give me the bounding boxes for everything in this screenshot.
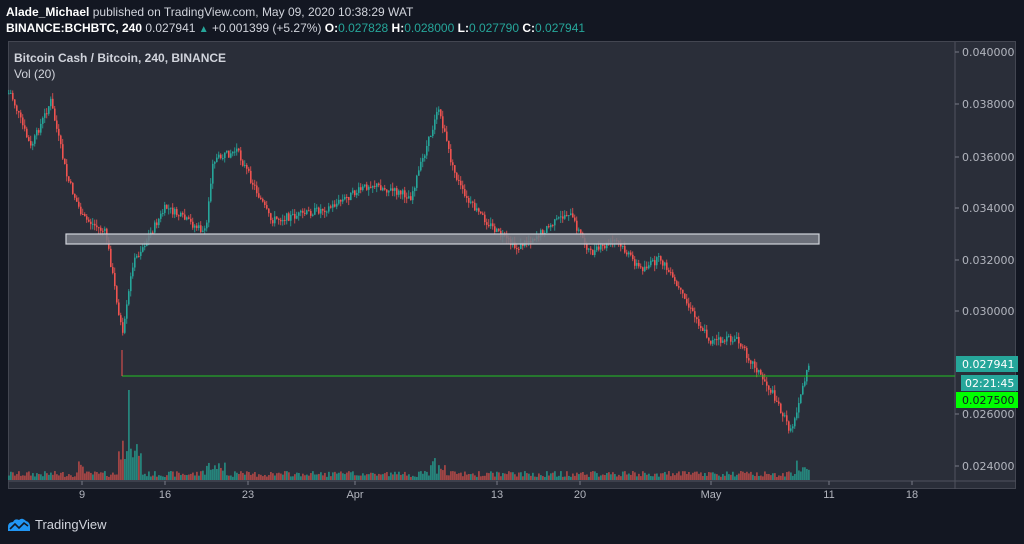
published-text: published on TradingView.com, May 09, 20… [92, 5, 414, 19]
close-label: C: [522, 21, 536, 35]
price-change: +0.001399 (+5.27%) [212, 21, 322, 35]
time-tick: 11 [823, 489, 834, 501]
time-tick: May [701, 489, 722, 501]
time-tick: 20 [574, 489, 586, 501]
low-label: L: [457, 21, 469, 35]
chart-legend: Bitcoin Cash / Bitcoin, 240, BINANCE Vol… [14, 50, 226, 82]
countdown-tag-text: 02:21:45 [965, 377, 1014, 390]
current-price-tag [956, 356, 1018, 372]
price-axis[interactable]: 0.040000 0.038000 0.036000 0.034000 0.03… [955, 46, 1015, 473]
symbol-info: BINANCE:BCHBTC, 240 0.027941 ▲ +0.001399… [6, 20, 585, 38]
level-price-tag [956, 392, 1018, 408]
price-tick: 0.034000 [962, 202, 1015, 215]
tradingview-branding[interactable]: TradingView [7, 517, 107, 532]
time-tick: 9 [79, 489, 85, 501]
price-tick: 0.026000 [962, 408, 1015, 421]
level-price-tag-text: 0.027500 [962, 394, 1015, 407]
author-name[interactable]: Alade_Michael [6, 5, 90, 19]
time-tick: Apr [346, 489, 363, 501]
time-tick: 13 [491, 489, 503, 501]
price-tick: 0.038000 [962, 98, 1015, 111]
high-value: 0.028000 [404, 21, 455, 35]
last-price: 0.027941 [145, 21, 196, 35]
price-tick: 0.040000 [962, 46, 1015, 59]
candlestick-series [8, 89, 810, 434]
symbol-label: BINANCE:BCHBTC, 240 [6, 21, 143, 35]
up-arrow-icon: ▲ [198, 24, 209, 35]
time-tick: 16 [159, 489, 171, 501]
high-label: H: [391, 21, 405, 35]
volume-series [8, 390, 810, 480]
tradingview-brand-text: TradingView [35, 517, 107, 532]
open-label: O: [324, 21, 339, 35]
price-tick: 0.024000 [962, 460, 1015, 473]
low-value: 0.027790 [468, 21, 519, 35]
open-value: 0.027828 [338, 21, 389, 35]
resistance-zone[interactable] [65, 233, 820, 245]
volume-legend[interactable]: Vol (20) [14, 67, 56, 81]
close-value: 0.027941 [535, 21, 586, 35]
price-tick: 0.030000 [962, 305, 1015, 318]
time-tick: 18 [906, 489, 918, 501]
legend-title[interactable]: Bitcoin Cash / Bitcoin, 240, BINANCE [14, 51, 227, 65]
price-tick: 0.032000 [962, 254, 1015, 267]
time-tick: 23 [242, 489, 254, 501]
price-tick: 0.036000 [962, 151, 1015, 164]
current-price-tag-text: 0.027941 [962, 358, 1015, 371]
time-axis[interactable]: 9 16 23 Apr 13 20 May 11 18 [79, 481, 918, 501]
tradingview-logo-icon [8, 518, 30, 531]
chart-frame[interactable] [8, 41, 1016, 489]
countdown-tag [961, 375, 1018, 391]
publish-header: Alade_Michael published on TradingView.c… [6, 4, 585, 38]
publish-info: Alade_Michael published on TradingView.c… [6, 4, 585, 20]
